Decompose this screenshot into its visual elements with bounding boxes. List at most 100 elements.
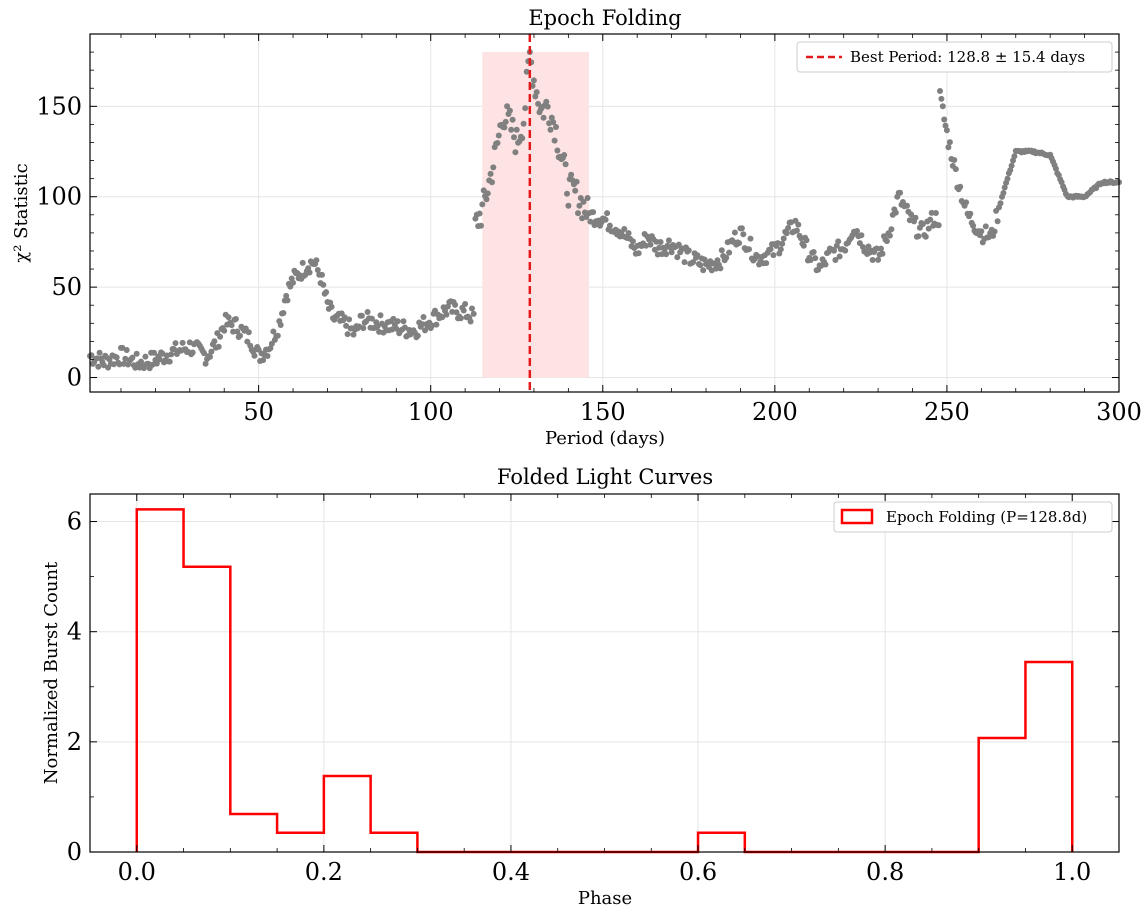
histogram-step-line xyxy=(135,508,1074,854)
chi2-point xyxy=(502,118,509,125)
chi2-point xyxy=(306,269,313,276)
chi2-point xyxy=(873,245,880,252)
chi2-point xyxy=(153,360,160,367)
chi2-point xyxy=(681,259,688,266)
y-tick-label: 2 xyxy=(67,728,82,756)
x-tick-label: 0.4 xyxy=(492,858,530,886)
chi2-point xyxy=(967,210,974,217)
chi2-point xyxy=(487,170,494,177)
chi2-point xyxy=(928,209,935,216)
chi2-point xyxy=(927,216,934,223)
chi2-point xyxy=(232,316,239,322)
chi2-point xyxy=(520,120,527,127)
legend-box xyxy=(833,501,1113,533)
chi2-point xyxy=(319,271,325,278)
chi2-point xyxy=(123,347,130,353)
chi2-point xyxy=(452,301,459,308)
chi2-point xyxy=(572,187,579,194)
chi2-point xyxy=(606,222,613,229)
chi2-point xyxy=(113,354,120,361)
chi2-point xyxy=(859,244,866,250)
folded-light-curves-panel: Folded Light Curves 0.0 0.2 0.4 0.6 0.8 1.0 0 2… xyxy=(41,465,1120,908)
chi2-point xyxy=(540,114,547,121)
chi2-point xyxy=(643,242,649,249)
legend-label: Best Period: 128.8 ± 15.4 days xyxy=(850,48,1085,66)
chi2-point xyxy=(140,365,147,372)
chi2-point xyxy=(718,247,725,254)
chi2-point xyxy=(746,246,752,253)
chi2-point xyxy=(694,252,701,259)
chi2-point xyxy=(313,257,320,264)
chi2-point xyxy=(483,196,490,203)
chi2-point xyxy=(202,360,209,367)
chi2-point xyxy=(875,256,882,263)
chi2-point xyxy=(800,242,807,249)
chi2-point xyxy=(892,209,899,216)
chi2-point xyxy=(506,107,513,114)
chi2-point xyxy=(740,231,747,238)
chi2-point xyxy=(207,353,213,360)
chi2-point xyxy=(547,126,554,133)
chi2-point xyxy=(328,303,335,310)
chi2-point xyxy=(414,332,421,339)
chi2-point xyxy=(299,259,306,266)
chi2-point xyxy=(457,315,464,322)
chi2-point xyxy=(462,301,469,307)
chi2-point xyxy=(344,331,351,338)
chi2-point xyxy=(360,325,367,332)
chi2-point xyxy=(1000,190,1007,196)
chi2-point xyxy=(770,252,777,259)
folded-grid xyxy=(90,494,1119,853)
x-tick-label: 1.0 xyxy=(1053,858,1091,886)
chi2-point xyxy=(925,225,932,232)
y-tick-label: 50 xyxy=(51,273,82,301)
chi2-point xyxy=(420,314,427,320)
chi2-point xyxy=(647,241,654,248)
folded-light-curves-title: Folded Light Curves xyxy=(497,465,713,489)
chi2-point xyxy=(793,227,800,234)
chi2-point xyxy=(991,228,998,235)
chi2-point xyxy=(561,152,568,158)
chi2-point xyxy=(1011,153,1018,160)
chi2-point xyxy=(480,187,487,194)
chi2-point xyxy=(812,255,819,262)
chi2-point xyxy=(810,249,817,255)
chi2-point xyxy=(172,340,179,347)
chi2-point xyxy=(550,119,557,126)
chi2-point xyxy=(543,98,550,105)
chi2-point xyxy=(883,238,890,245)
epoch-folding-axes-frame xyxy=(89,33,1120,393)
chi2-point xyxy=(228,322,235,329)
chi2-point xyxy=(938,95,945,102)
chi2-point xyxy=(469,305,475,312)
chi2-point xyxy=(251,352,258,359)
chi2-point xyxy=(831,247,837,254)
chi2-point xyxy=(656,244,663,251)
chi2-point xyxy=(865,243,872,250)
chi2-point xyxy=(215,343,222,350)
chi2-point xyxy=(508,126,515,133)
chi2-point xyxy=(835,238,842,245)
chi2-point xyxy=(377,312,384,319)
chi2-point xyxy=(374,323,381,330)
chi2-point xyxy=(932,210,939,216)
chi2-point xyxy=(994,218,1001,225)
chi2-point xyxy=(1007,167,1014,174)
chi2-point xyxy=(439,314,446,321)
chi2-point xyxy=(822,261,829,268)
folded-ticks: 0.0 0.2 0.4 0.6 0.8 1.0 0 2 4 6 xyxy=(67,494,1120,886)
epoch-folding-legend: Best Period: 128.8 ± 15.4 days xyxy=(796,41,1113,73)
chi2-point xyxy=(260,357,267,364)
chi2-point xyxy=(939,103,946,110)
chi2-point xyxy=(963,199,970,206)
x-tick-label: 250 xyxy=(924,398,970,426)
chi2-point xyxy=(189,349,196,356)
folded-xlabel: Phase xyxy=(578,888,632,908)
chi2-point xyxy=(625,230,632,237)
chi2-point xyxy=(1052,165,1059,172)
chi2-point xyxy=(731,229,738,236)
chi2-point xyxy=(908,211,915,218)
chi2-point xyxy=(922,233,929,240)
chi2-point xyxy=(133,350,140,357)
chi2-point xyxy=(970,222,977,229)
